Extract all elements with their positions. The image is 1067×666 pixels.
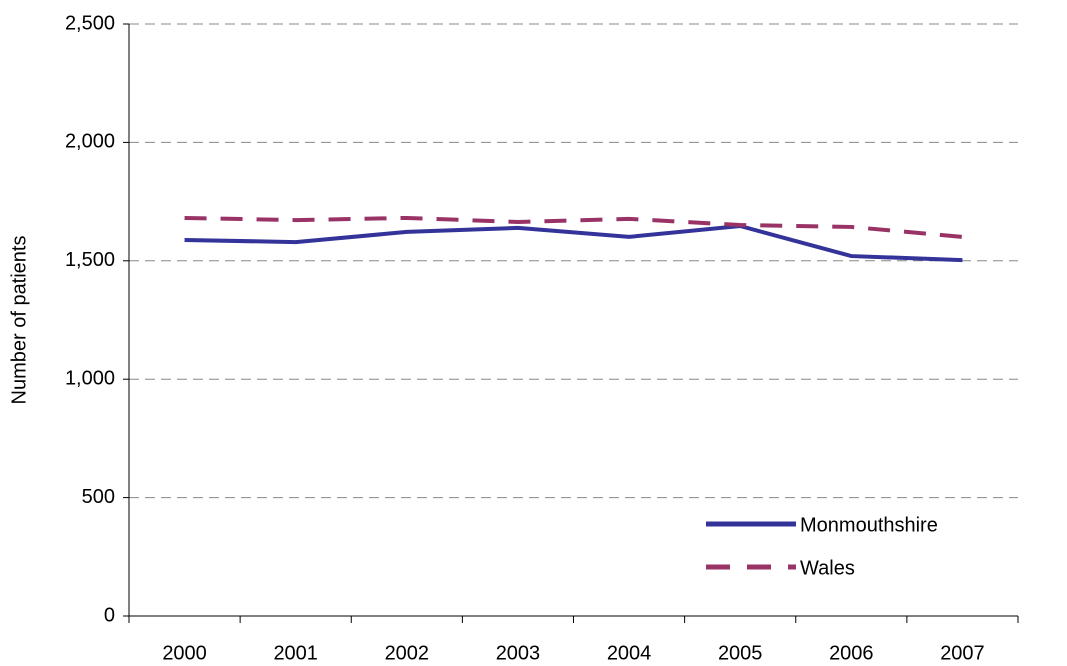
y-axis-label: Number of patients [8, 236, 30, 405]
x-tick-label: 2005 [718, 642, 763, 664]
y-tick-label: 500 [82, 486, 115, 508]
x-tick-label: 2007 [940, 642, 985, 664]
legend-label: Monmouthshire [800, 514, 938, 536]
y-tick-label: 1,500 [65, 249, 115, 271]
x-tick-label: 2000 [162, 642, 207, 664]
x-tick-label: 2006 [829, 642, 874, 664]
series-line [184, 215, 963, 239]
y-tick-label: 1,000 [65, 367, 115, 389]
x-tick-label: 2004 [607, 642, 652, 664]
x-tick-label: 2002 [385, 642, 430, 664]
y-tick-label: 0 [104, 604, 115, 626]
x-tick-label: 2001 [273, 642, 318, 664]
legend-label: Wales [800, 557, 855, 579]
series-line [184, 223, 963, 263]
y-tick-label: 2,500 [65, 12, 115, 34]
x-tick-label: 2003 [496, 642, 541, 664]
y-tick-label: 2,000 [65, 131, 115, 153]
